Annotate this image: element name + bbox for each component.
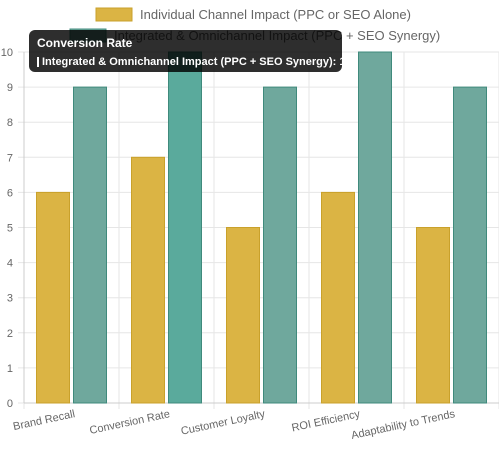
bars-group xyxy=(36,51,487,404)
bar-series1-0[interactable] xyxy=(36,191,70,404)
x-axis-ticks: Brand Recall Conversion Rate Customer Loya… xyxy=(12,408,457,442)
y-tick-label: 1 xyxy=(7,363,13,375)
y-tick-label: 10 xyxy=(1,47,13,59)
tooltip-label: Integrated & Omnichannel Impact (PPC + S… xyxy=(42,56,352,68)
y-tick-label: 2 xyxy=(7,328,13,340)
bar-series1-3[interactable] xyxy=(321,191,355,404)
bar-series2-4[interactable] xyxy=(453,86,487,404)
bar-series2-1[interactable] xyxy=(168,51,202,404)
y-axis-ticks: 0 1 2 3 4 5 6 7 8 9 10 xyxy=(1,47,13,410)
x-tick-label: Customer Loyalty xyxy=(180,408,267,438)
legend-swatch-1[interactable] xyxy=(95,7,133,22)
y-tick-label: 6 xyxy=(7,187,13,199)
bar-series1-1[interactable] xyxy=(131,156,165,404)
bar-series1-2[interactable] xyxy=(226,227,260,404)
bar-series1-4[interactable] xyxy=(416,227,450,404)
y-tick-label: 8 xyxy=(7,117,13,129)
y-tick-label: 3 xyxy=(7,293,13,305)
y-tick-label: 0 xyxy=(7,398,13,410)
tooltip-swatch xyxy=(37,57,39,67)
bar-series2-2[interactable] xyxy=(263,86,297,404)
x-tick-label: Conversion Rate xyxy=(88,408,171,437)
tooltip-title: Conversion Rate xyxy=(37,36,133,50)
x-tick-label: Adaptability to Trends xyxy=(350,408,456,442)
bar-series2-0[interactable] xyxy=(73,86,107,404)
tooltip-row: Integrated & Omnichannel Impact (PPC + S… xyxy=(37,55,352,69)
legend-label-1[interactable]: Individual Channel Impact (PPC or SEO Al… xyxy=(140,7,411,22)
bar-series2-3[interactable] xyxy=(358,51,392,404)
y-tick-label: 4 xyxy=(7,258,13,270)
x-tick-label: Brand Recall xyxy=(12,408,76,433)
y-tick-label: 9 xyxy=(7,82,13,94)
y-tick-label: 5 xyxy=(7,223,13,235)
tooltip: Conversion Rate Integrated & Omnichannel… xyxy=(29,30,352,72)
y-tick-label: 7 xyxy=(7,152,13,164)
